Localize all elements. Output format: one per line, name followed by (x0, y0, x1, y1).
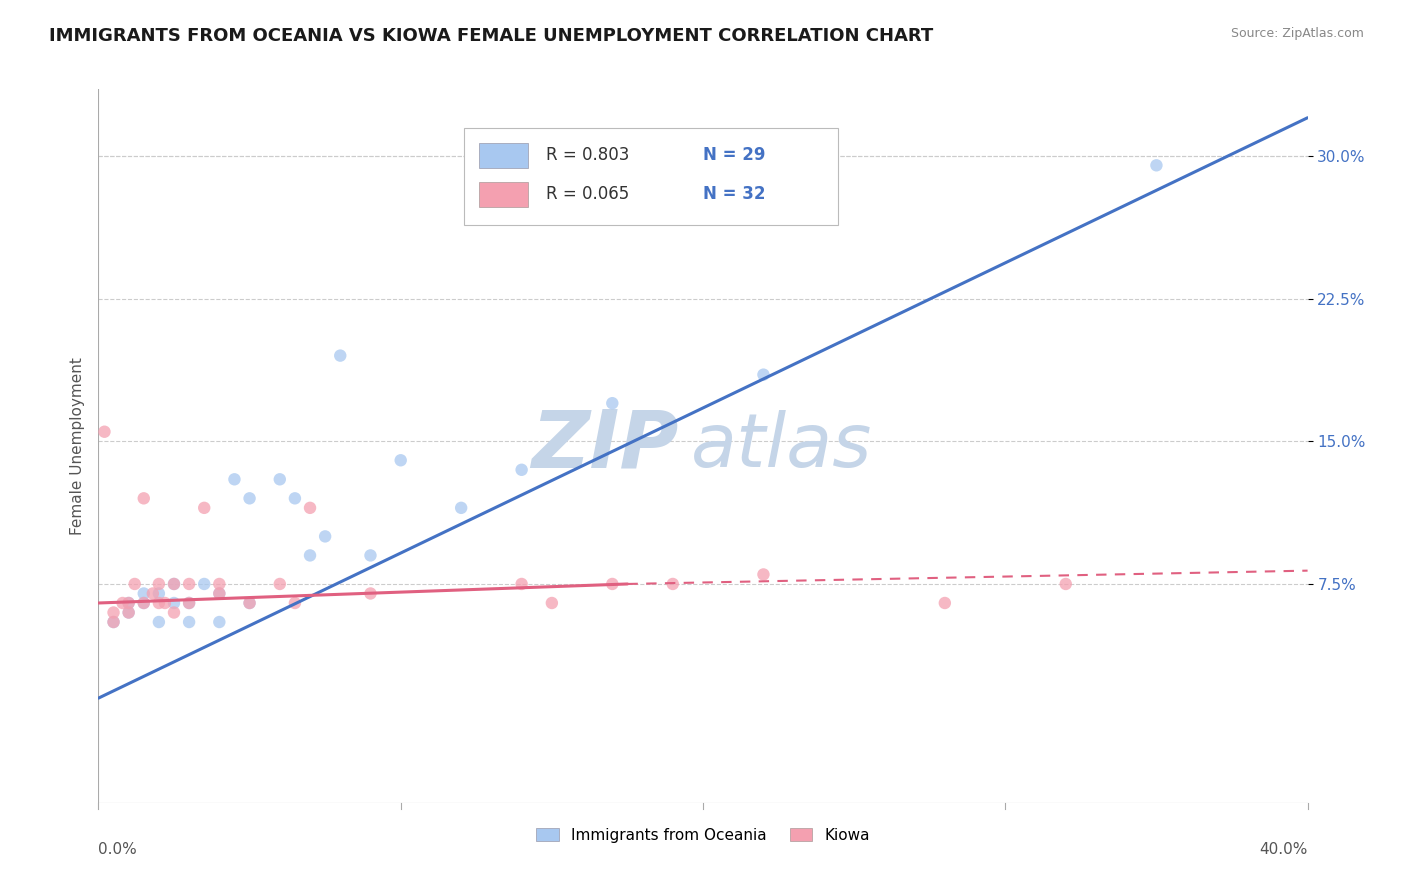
Point (179, 615, 201, 629)
Point (118, 606, 141, 620)
Point (602, 396, 624, 410)
Point (148, 615, 170, 629)
Point (360, 586, 382, 600)
Point (132, 586, 155, 600)
Point (103, 606, 125, 620)
Text: 0.0%: 0.0% (98, 842, 138, 857)
Point (239, 596, 262, 610)
Point (239, 491, 262, 506)
Point (224, 472, 246, 486)
Point (661, 577, 683, 591)
Point (124, 577, 146, 591)
Point (118, 596, 141, 610)
Point (208, 586, 231, 600)
Point (510, 577, 533, 591)
Point (163, 577, 186, 591)
Point (450, 500, 472, 515)
Point (314, 529, 336, 543)
Text: R = 0.065: R = 0.065 (546, 186, 628, 203)
Point (269, 472, 291, 486)
Point (179, 596, 201, 610)
Point (510, 463, 533, 477)
Point (284, 596, 307, 610)
Point (148, 596, 170, 610)
Point (299, 549, 322, 563)
Point (179, 577, 201, 591)
Point (148, 577, 170, 591)
Point (208, 586, 231, 600)
Point (118, 606, 141, 620)
Point (142, 586, 165, 600)
Point (269, 577, 291, 591)
Point (111, 596, 134, 610)
Point (103, 615, 125, 629)
Text: N = 29: N = 29 (703, 146, 765, 164)
Point (389, 453, 412, 467)
Point (179, 596, 201, 610)
Point (163, 606, 186, 620)
Text: Source: ZipAtlas.com: Source: ZipAtlas.com (1230, 27, 1364, 40)
Point (132, 596, 155, 610)
Y-axis label: Female Unemployment: Female Unemployment (69, 357, 84, 535)
Point (193, 500, 215, 515)
Text: ZIP: ZIP (531, 407, 679, 485)
Point (540, 596, 562, 610)
Point (360, 549, 382, 563)
FancyBboxPatch shape (479, 182, 527, 207)
Point (752, 567, 775, 582)
Point (148, 586, 170, 600)
Point (103, 615, 125, 629)
Point (1144, 158, 1167, 172)
Point (1054, 577, 1077, 591)
Point (118, 596, 141, 610)
Point (193, 577, 215, 591)
Point (239, 596, 262, 610)
Text: atlas: atlas (690, 410, 872, 482)
Point (153, 596, 176, 610)
Point (132, 596, 155, 610)
Point (208, 615, 231, 629)
Text: 40.0%: 40.0% (1260, 842, 1308, 857)
FancyBboxPatch shape (479, 143, 527, 168)
Point (93, 425, 115, 439)
Point (284, 491, 307, 506)
Point (163, 596, 186, 610)
Point (934, 596, 956, 610)
Point (299, 500, 322, 515)
Legend: Immigrants from Oceania, Kiowa: Immigrants from Oceania, Kiowa (530, 822, 876, 848)
Point (752, 368, 775, 382)
FancyBboxPatch shape (464, 128, 838, 225)
Point (329, 349, 352, 363)
Text: R = 0.803: R = 0.803 (546, 146, 628, 164)
Point (132, 491, 155, 506)
Point (163, 577, 186, 591)
Text: IMMIGRANTS FROM OCEANIA VS KIOWA FEMALE UNEMPLOYMENT CORRELATION CHART: IMMIGRANTS FROM OCEANIA VS KIOWA FEMALE … (49, 27, 934, 45)
Point (602, 577, 624, 591)
Text: N = 32: N = 32 (703, 186, 765, 203)
Point (208, 577, 231, 591)
